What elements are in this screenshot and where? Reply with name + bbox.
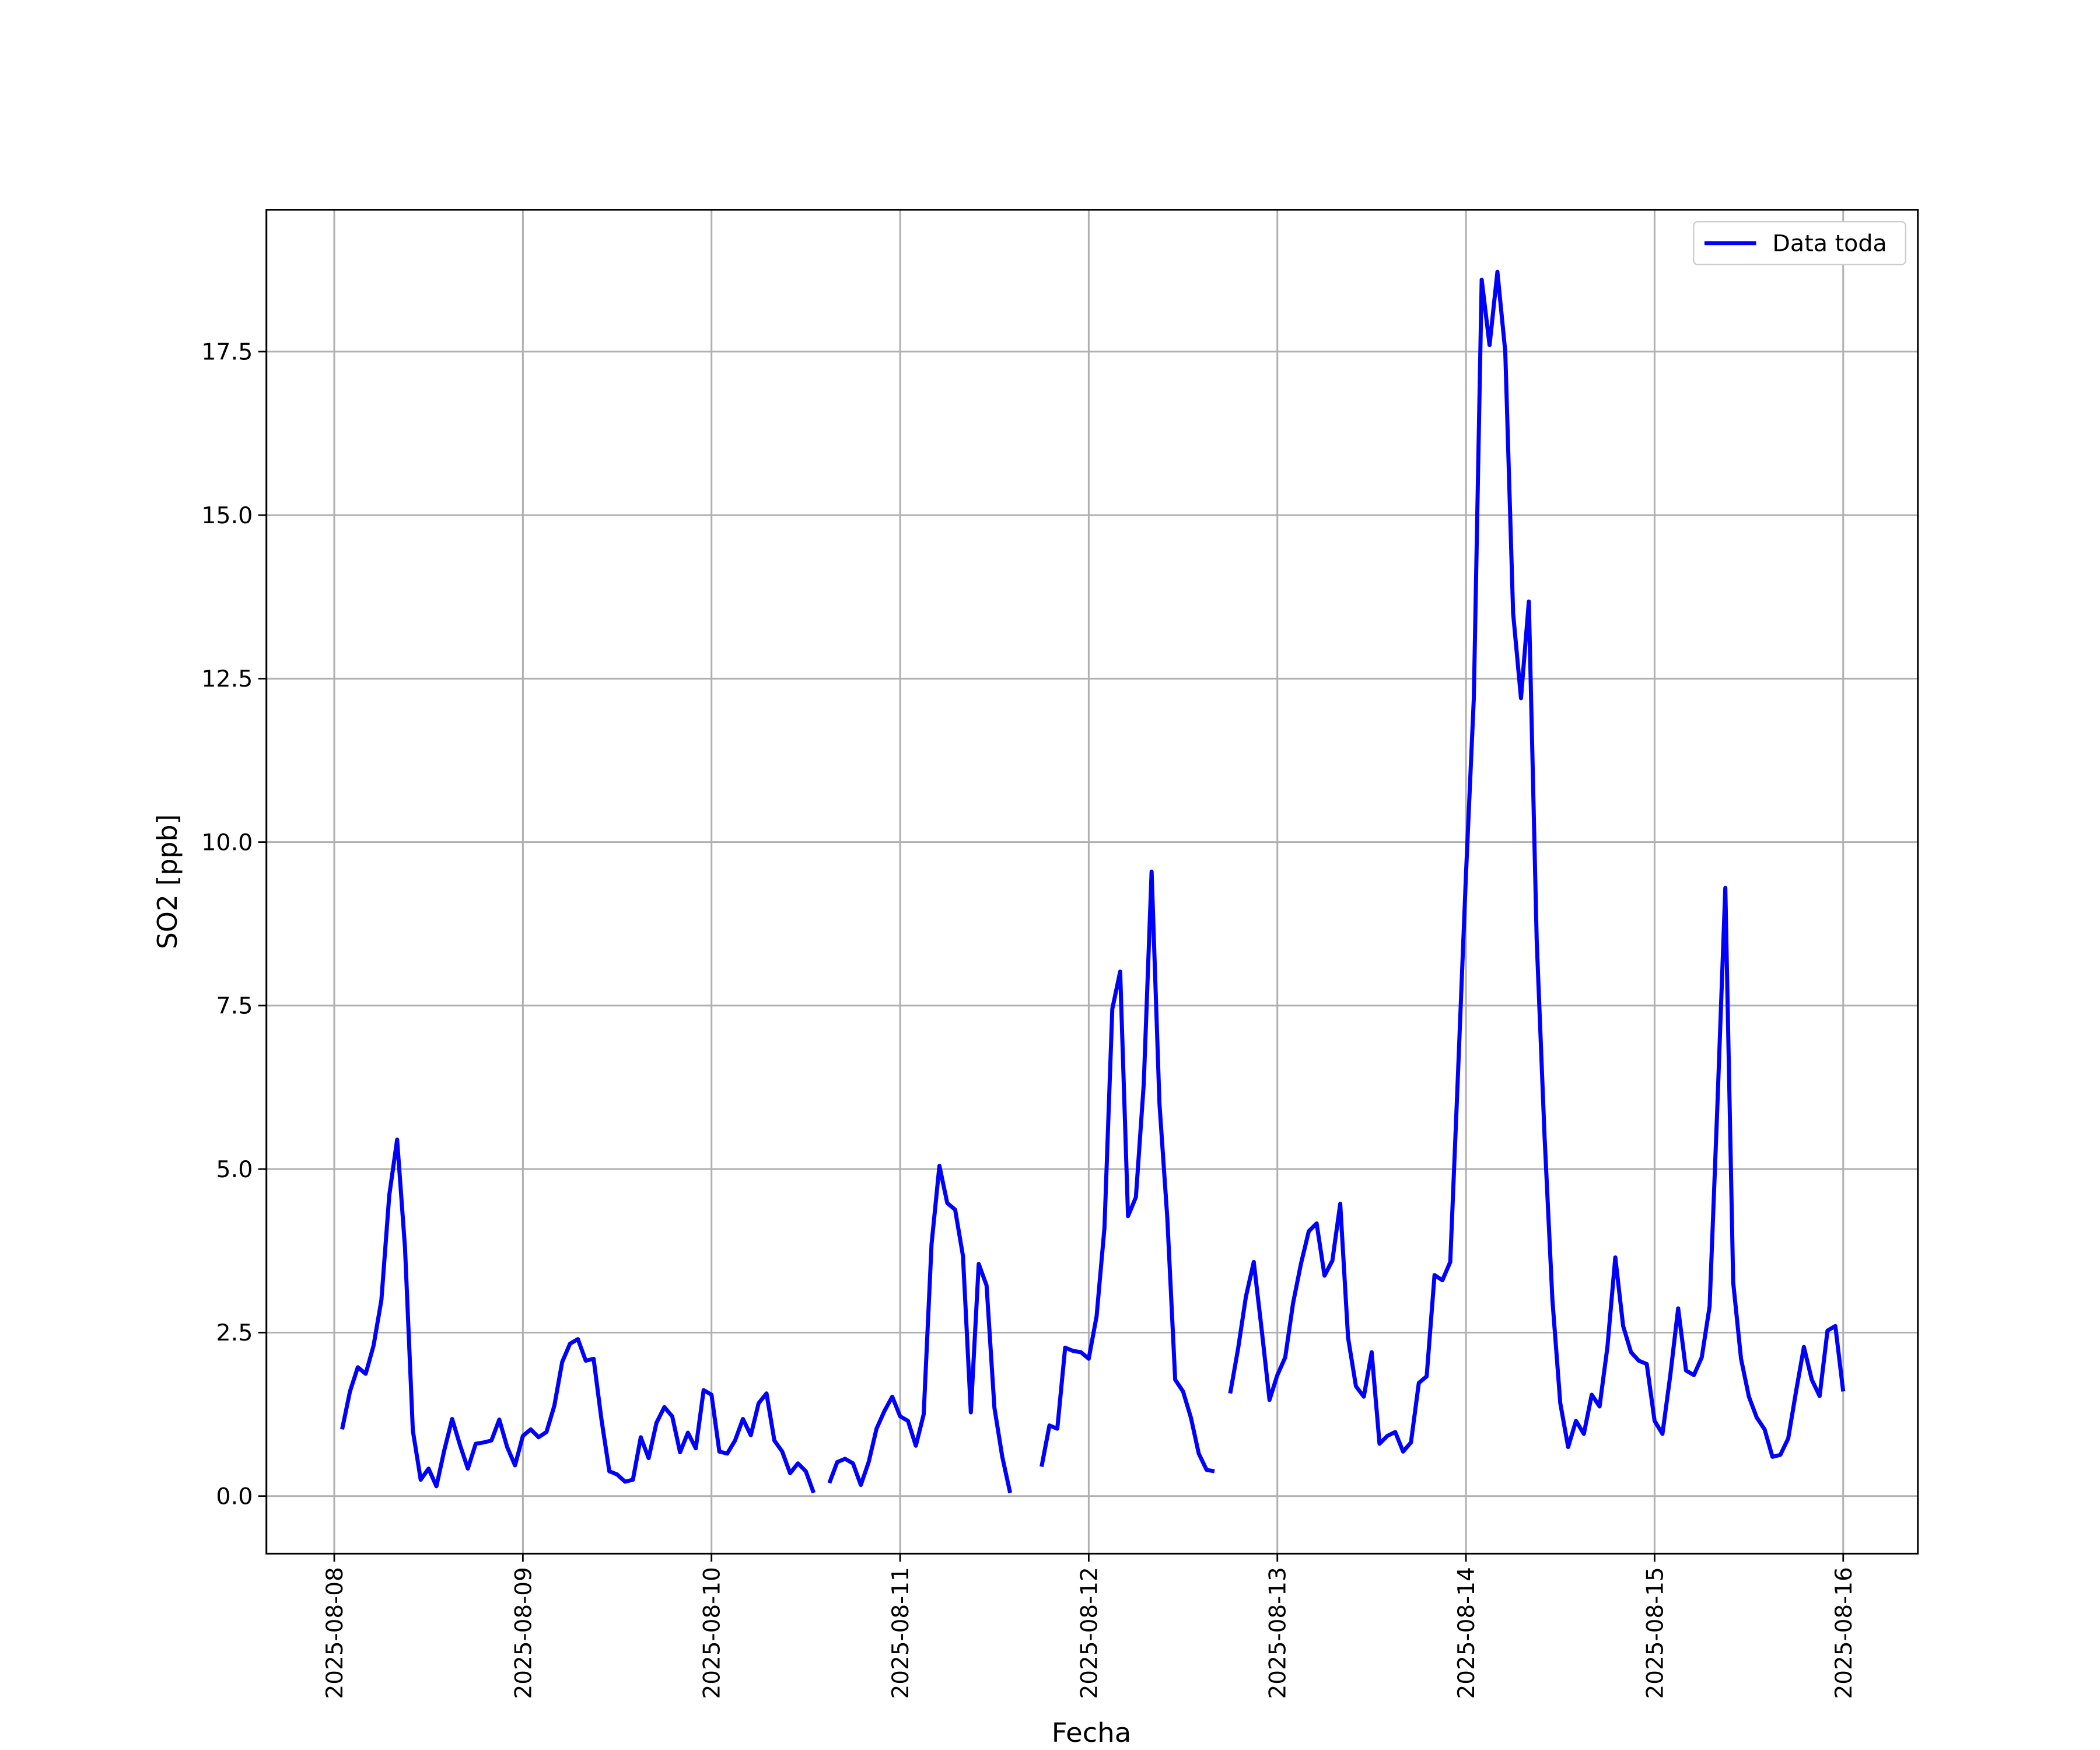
x-tick-label: 2025-08-12 bbox=[1076, 1567, 1102, 1699]
x-tick-label: 2025-08-10 bbox=[699, 1567, 725, 1699]
x-tick-label: 2025-08-11 bbox=[888, 1567, 914, 1699]
y-tick-label: 2.5 bbox=[216, 1320, 253, 1346]
y-tick-label: 7.5 bbox=[216, 993, 253, 1020]
y-tick-label: 17.5 bbox=[201, 340, 253, 366]
legend-label: Data toda bbox=[1772, 231, 1887, 257]
legend-box bbox=[1693, 221, 1906, 265]
plot-frame bbox=[265, 209, 1919, 1555]
x-tick-label: 2025-08-15 bbox=[1642, 1567, 1668, 1699]
plot-data bbox=[340, 270, 1846, 1494]
x-axis-label: Fecha bbox=[1052, 1717, 1132, 1749]
x-tick-label: 2025-08-09 bbox=[510, 1567, 537, 1699]
legend: Data toda bbox=[1693, 221, 1906, 265]
y-tick-label: 12.5 bbox=[201, 666, 253, 692]
ticks: 0.0 2.5 5.0 7.5 10.0 12.5 15.0 17.5 2025-08-08 20… bbox=[201, 340, 1857, 1699]
data-line bbox=[340, 270, 1846, 1494]
y-tick-label: 15.0 bbox=[201, 503, 253, 529]
x-tick-label: 2025-08-13 bbox=[1265, 1567, 1291, 1699]
x-tick-label: 2025-08-16 bbox=[1831, 1567, 1857, 1699]
y-axis-label: SO2 [ppb] bbox=[152, 814, 183, 950]
y-tick-label: 10.0 bbox=[201, 830, 253, 856]
x-tick-label: 2025-08-14 bbox=[1454, 1567, 1480, 1699]
y-tick-label: 5.0 bbox=[216, 1157, 253, 1183]
x-tick-label: 2025-08-08 bbox=[322, 1567, 348, 1699]
y-tick-label: 0.0 bbox=[216, 1484, 253, 1510]
